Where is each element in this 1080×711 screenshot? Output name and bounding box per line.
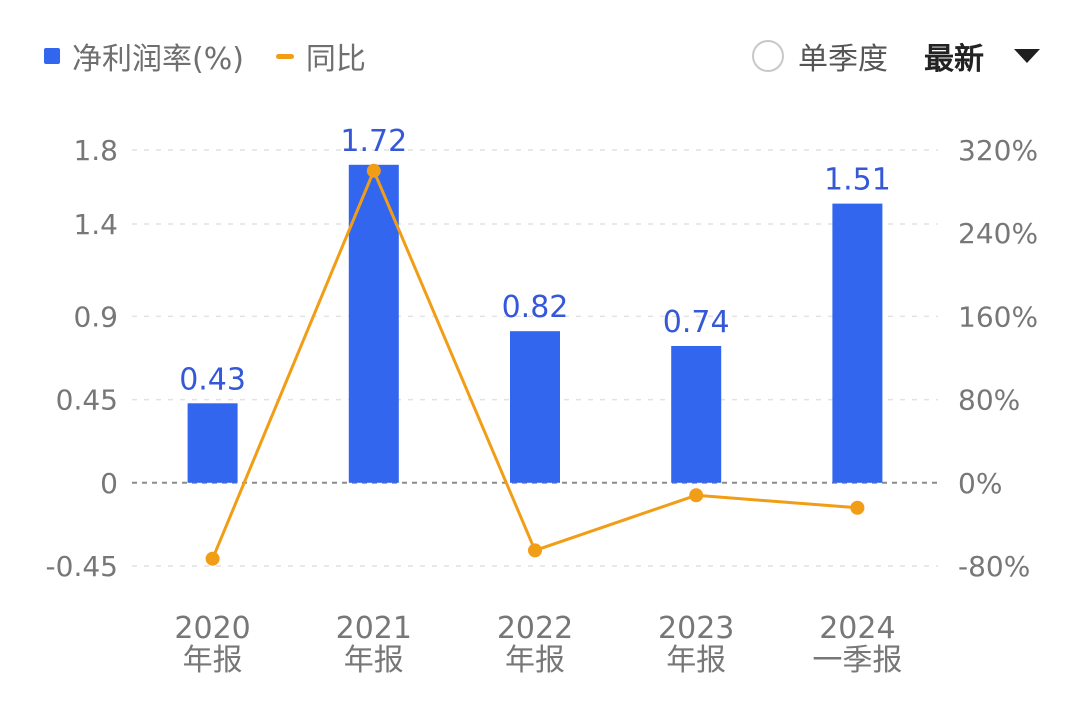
category-label: 年报	[505, 643, 565, 678]
right-tick-label: -80%	[958, 550, 1030, 583]
sort-dropdown[interactable]: 最新	[924, 34, 1040, 78]
left-tick-label: -0.45	[46, 550, 118, 583]
bar-value-label: 0.43	[179, 362, 246, 397]
left-tick-label: 1.4	[73, 208, 118, 241]
bar-swatch-icon	[44, 48, 60, 64]
legend-item-net-margin: 净利润率(%)	[44, 34, 244, 78]
yoy-point	[689, 488, 704, 503]
legend-item-yoy: 同比	[275, 34, 366, 78]
yoy-point	[366, 163, 381, 178]
left-tick-label: 0.45	[56, 384, 118, 417]
left-tick-label: 0.9	[73, 300, 118, 333]
bar	[348, 164, 399, 483]
bar-value-label: 1.51	[824, 163, 891, 198]
yoy-point	[205, 551, 220, 566]
category-label: 2024	[819, 611, 895, 646]
category-label: 2021	[336, 611, 412, 646]
category-label: 年报	[344, 643, 404, 678]
right-tick-label: 0%	[958, 467, 1002, 500]
category-label: 2023	[658, 611, 734, 646]
bar-series: 0.43 1.72 0.82 0.74 1.51	[179, 124, 891, 483]
legend: 净利润率(%) 同比	[44, 32, 398, 80]
right-tick-label: 80%	[958, 384, 1020, 417]
category-label: 一季报	[812, 643, 902, 678]
line-swatch-icon	[275, 53, 294, 59]
bar	[671, 345, 722, 483]
legend-label-yoy: 同比	[305, 42, 366, 77]
caret-down-icon[interactable]	[1014, 49, 1040, 63]
category-label: 年报	[666, 643, 726, 678]
bar-value-label: 1.72	[340, 124, 407, 159]
chart-controls: 单季度 最新	[752, 32, 1040, 80]
bar-value-label: 0.82	[502, 290, 569, 325]
category-label: 年报	[183, 643, 243, 678]
category-label: 2020	[174, 611, 250, 646]
axes: 1.8 1.4 0.9 0.45 0 -0.45 320% 240% 160% 80% 0% -80%…	[46, 134, 1039, 678]
sort-dropdown-label[interactable]: 最新	[924, 42, 984, 77]
legend-label-net-margin: 净利润率(%)	[72, 42, 244, 77]
category-label: 2022	[497, 611, 573, 646]
bar	[832, 203, 883, 483]
single-quarter-radio[interactable]	[752, 40, 784, 72]
bar-value-label: 0.74	[663, 305, 730, 340]
yoy-point	[850, 500, 865, 515]
left-tick-label: 1.8	[73, 134, 118, 167]
right-tick-label: 320%	[958, 134, 1038, 167]
right-tick-label: 240%	[958, 217, 1038, 250]
bar	[510, 331, 560, 483]
single-quarter-label[interactable]: 单季度	[798, 42, 888, 77]
bar	[187, 403, 238, 483]
right-tick-label: 160%	[958, 300, 1038, 333]
line-series	[205, 163, 865, 566]
yoy-point	[528, 543, 542, 558]
left-tick-label: 0	[100, 467, 118, 500]
